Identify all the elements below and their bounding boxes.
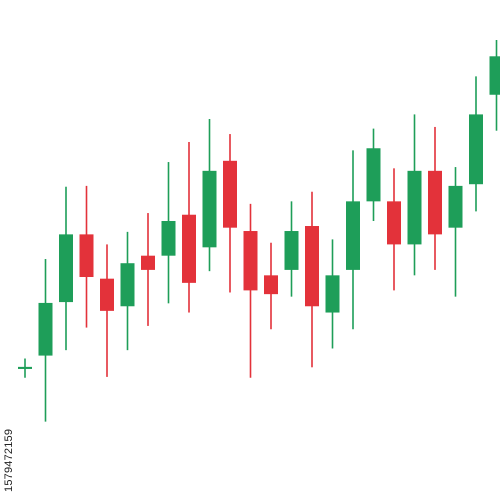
candle-21 xyxy=(428,126,442,270)
candle-wick xyxy=(454,167,457,297)
candle-body xyxy=(346,201,360,270)
candle-body xyxy=(161,220,176,256)
candle-body xyxy=(325,275,340,313)
candle-23 xyxy=(469,76,483,212)
candle-wick xyxy=(249,203,252,378)
candle-body xyxy=(366,148,381,202)
candle-1 xyxy=(18,358,32,378)
candle-22 xyxy=(448,167,463,297)
candle-2 xyxy=(38,259,53,422)
candle-body xyxy=(100,278,114,311)
candle-18 xyxy=(366,128,381,221)
candle-15 xyxy=(305,191,319,368)
candle-body xyxy=(448,185,463,228)
candle-body xyxy=(38,302,53,356)
candle-body xyxy=(469,114,483,185)
candle-body xyxy=(18,366,32,369)
candle-16 xyxy=(325,239,340,349)
candle-body xyxy=(223,160,237,228)
candle-11 xyxy=(223,134,237,293)
candle-24 xyxy=(489,40,500,131)
candle-14 xyxy=(284,201,299,297)
candle-body xyxy=(407,170,422,245)
candle-body xyxy=(202,170,217,248)
candle-body xyxy=(120,263,135,307)
candle-body xyxy=(489,56,500,95)
candle-body xyxy=(141,255,155,270)
candle-13 xyxy=(264,242,278,330)
watermark-id-text: 1579472159 xyxy=(3,428,15,492)
candle-body xyxy=(79,234,94,278)
candle-5 xyxy=(100,244,114,377)
candle-body xyxy=(59,234,73,303)
candle-4 xyxy=(79,185,94,328)
candle-body xyxy=(305,226,319,307)
candle-12 xyxy=(243,203,258,378)
candle-body xyxy=(264,275,278,295)
candle-19 xyxy=(387,168,401,291)
candle-20 xyxy=(407,114,422,276)
candle-3 xyxy=(59,186,73,351)
candle-9 xyxy=(182,141,196,313)
candle-7 xyxy=(141,213,155,326)
candle-17 xyxy=(346,150,360,330)
candle-6 xyxy=(120,231,135,351)
candles-group xyxy=(18,40,500,422)
candle-8 xyxy=(161,162,176,304)
candle-body xyxy=(428,170,442,235)
candle-body xyxy=(243,231,258,291)
candle-body xyxy=(284,231,299,270)
candle-10 xyxy=(202,119,217,272)
candle-body xyxy=(387,201,401,245)
candle-body xyxy=(182,214,196,283)
